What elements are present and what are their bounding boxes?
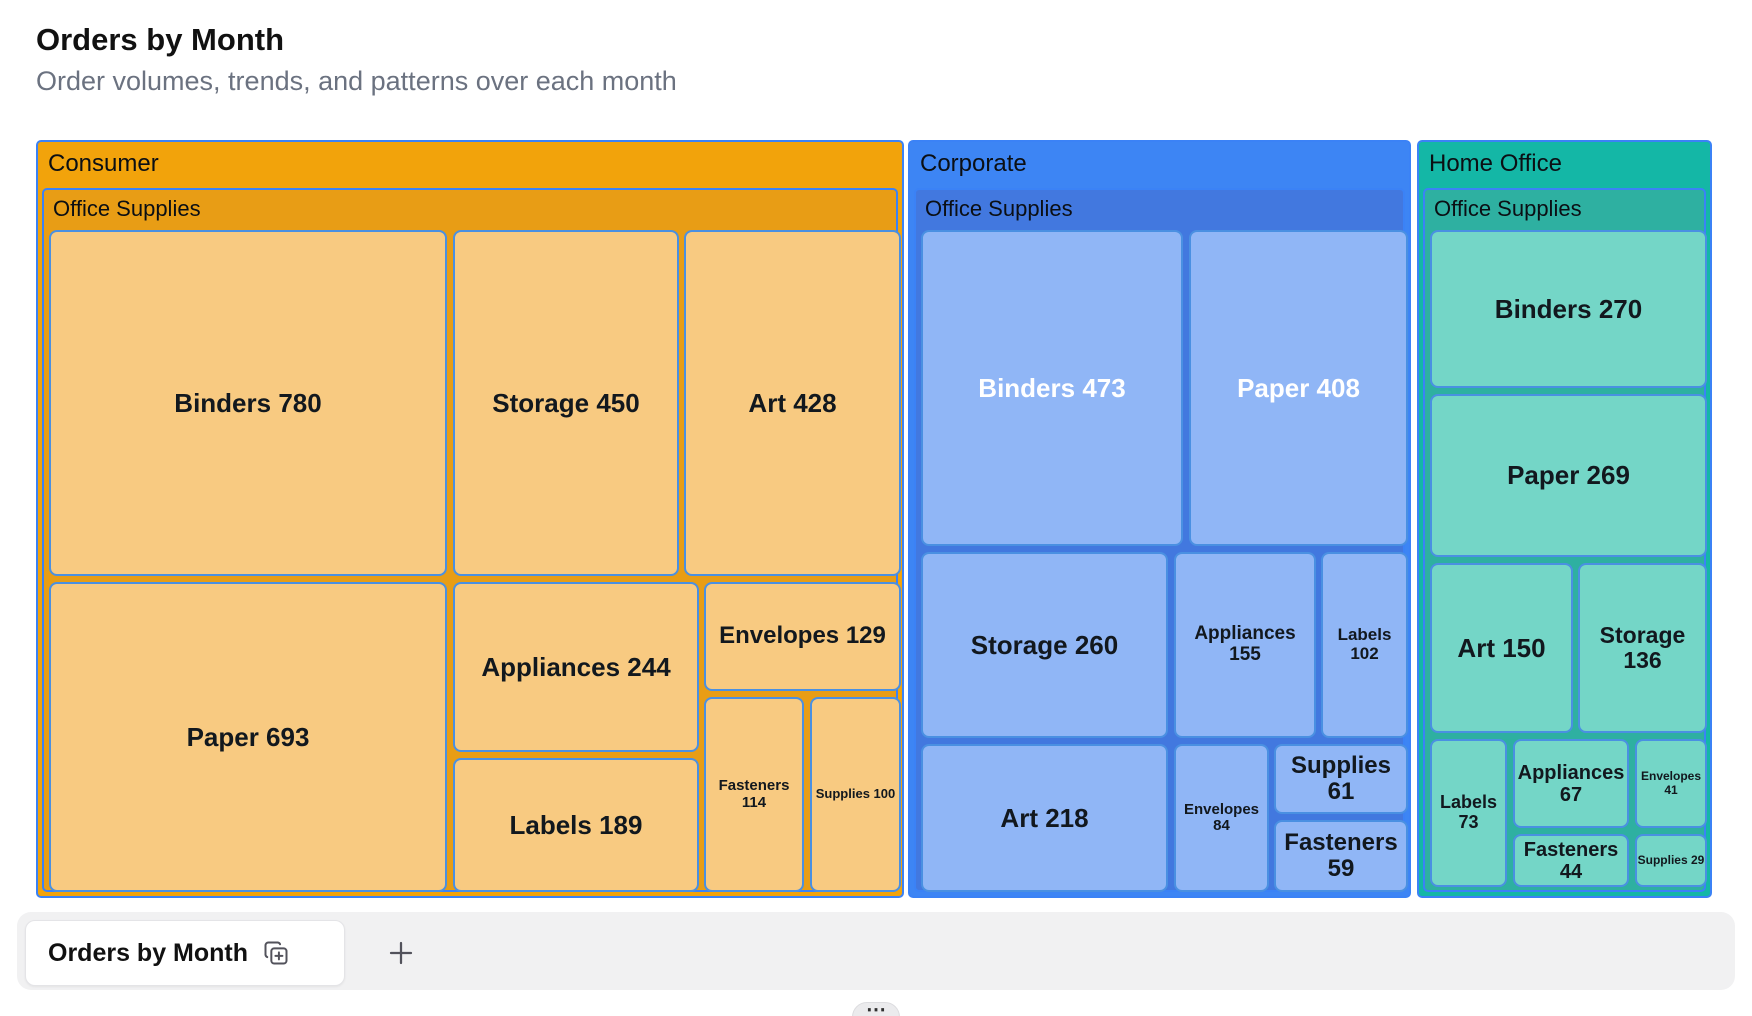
section-header-corporate[interactable]: Corporate	[920, 150, 1027, 177]
treemap: Consumer Office Supplies Binders 780 Paper …	[36, 140, 1712, 900]
treemap-tile-labels[interactable]: Labels 189	[453, 758, 699, 892]
tab-orders-by-month[interactable]: Orders by Month	[25, 920, 345, 986]
subgroup-header-office-supplies[interactable]: Office Supplies	[53, 196, 201, 221]
treemap-tile-art[interactable]: Art 428	[684, 230, 901, 576]
treemap-tile-storage[interactable]: Storage 450	[453, 230, 679, 576]
treemap-tile-supplies[interactable]: Supplies 61	[1274, 744, 1408, 814]
ellipsis-icon: ⋯	[866, 999, 886, 1016]
plus-icon	[389, 941, 413, 965]
treemap-section-corporate[interactable]: Corporate Office Supplies Binders 473 Paper…	[908, 140, 1411, 898]
subgroup-header-office-supplies[interactable]: Office Supplies	[1434, 196, 1582, 221]
copy-plus-icon[interactable]	[262, 939, 290, 967]
treemap-tile-fasteners[interactable]: Fasteners 114	[704, 697, 804, 892]
treemap-tile-fasteners[interactable]: Fasteners 59	[1274, 820, 1408, 892]
treemap-tile-storage[interactable]: Storage 260	[921, 552, 1168, 738]
treemap-tile-labels[interactable]: Labels 73	[1430, 739, 1507, 887]
treemap-tile-paper[interactable]: Paper 269	[1430, 394, 1707, 557]
treemap-tile-storage[interactable]: Storage 136	[1578, 563, 1707, 733]
tab-label: Orders by Month	[48, 938, 249, 967]
treemap-tile-appliances[interactable]: Appliances 155	[1174, 552, 1316, 738]
treemap-tile-envelopes[interactable]: Envelopes 129	[704, 582, 901, 691]
treemap-tile-binders[interactable]: Binders 473	[921, 230, 1183, 546]
treemap-tile-paper[interactable]: Paper 408	[1189, 230, 1408, 546]
tile-area: Binders 473 Paper 408 Storage 260 Art 218 Ap…	[921, 230, 1408, 892]
treemap-subgroup-office-supplies[interactable]: Office Supplies Binders 270 Paper 269 Art 1…	[1423, 188, 1707, 892]
treemap-tile-supplies[interactable]: Supplies 29	[1635, 834, 1707, 887]
treemap-tile-binders[interactable]: Binders 270	[1430, 230, 1707, 388]
treemap-tile-art[interactable]: Art 218	[921, 744, 1168, 892]
tab-bar: Orders by Month	[17, 912, 1735, 990]
tile-area: Binders 270 Paper 269 Art 150 Storage 136 La…	[1430, 230, 1707, 887]
treemap-subgroup-office-supplies[interactable]: Office Supplies Binders 473 Paper 408 Stora…	[914, 188, 1408, 892]
page-subtitle: Order volumes, trends, and patterns over…	[36, 66, 677, 96]
subgroup-header-office-supplies[interactable]: Office Supplies	[925, 196, 1073, 221]
treemap-section-consumer[interactable]: Consumer Office Supplies Binders 780 Paper …	[36, 140, 904, 898]
tile-area: Binders 780 Paper 693 Storage 450 Art 428 Ap…	[49, 230, 901, 892]
treemap-tile-binders[interactable]: Binders 780	[49, 230, 447, 576]
overflow-handle[interactable]: ⋯	[852, 999, 900, 1016]
treemap-subgroup-office-supplies[interactable]: Office Supplies Binders 780 Paper 693 Stora…	[42, 188, 901, 892]
section-header-home-office[interactable]: Home Office	[1429, 150, 1562, 177]
treemap-tile-appliances[interactable]: Appliances 67	[1513, 739, 1629, 828]
treemap-tile-art[interactable]: Art 150	[1430, 563, 1573, 733]
treemap-tile-envelopes[interactable]: Envelopes 41	[1635, 739, 1707, 828]
treemap-section-home-office[interactable]: Home Office Office Supplies Binders 270 Pap…	[1417, 140, 1712, 898]
page-title: Orders by Month	[36, 22, 285, 57]
treemap-tile-envelopes[interactable]: Envelopes 84	[1174, 744, 1269, 892]
add-tab-button[interactable]	[369, 920, 433, 986]
treemap-tile-labels[interactable]: Labels 102	[1321, 552, 1408, 738]
section-header-consumer[interactable]: Consumer	[48, 150, 159, 177]
treemap-tile-supplies[interactable]: Supplies 100	[810, 697, 901, 892]
treemap-tile-fasteners[interactable]: Fasteners 44	[1513, 834, 1629, 887]
treemap-tile-appliances[interactable]: Appliances 244	[453, 582, 699, 752]
treemap-tile-paper[interactable]: Paper 693	[49, 582, 447, 892]
